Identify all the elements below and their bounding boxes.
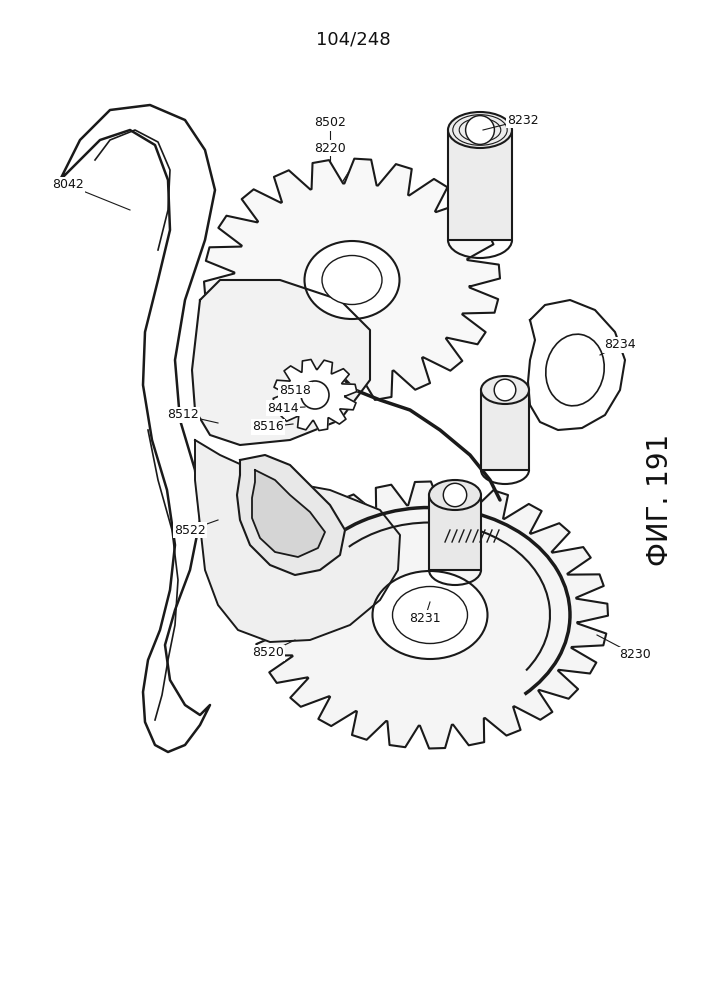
Polygon shape (204, 159, 500, 401)
Ellipse shape (481, 376, 529, 404)
Text: 8502: 8502 (314, 116, 346, 129)
Polygon shape (273, 359, 357, 431)
Polygon shape (429, 495, 481, 570)
Text: 8414: 8414 (267, 401, 299, 414)
Ellipse shape (546, 334, 604, 406)
Text: 8518: 8518 (279, 383, 311, 396)
Text: 8231: 8231 (409, 611, 440, 624)
Text: 8220: 8220 (314, 141, 346, 154)
Polygon shape (481, 390, 529, 470)
Circle shape (301, 381, 329, 409)
Polygon shape (528, 300, 625, 430)
Text: 8230: 8230 (619, 648, 651, 662)
Text: 8512: 8512 (167, 408, 199, 422)
Text: 8234: 8234 (604, 338, 636, 352)
Circle shape (494, 379, 516, 401)
Text: 8516: 8516 (252, 420, 284, 434)
Polygon shape (192, 280, 370, 445)
Text: 8042: 8042 (52, 178, 84, 192)
Circle shape (466, 116, 494, 144)
Ellipse shape (392, 586, 467, 644)
Ellipse shape (448, 112, 512, 148)
Ellipse shape (305, 241, 399, 319)
Text: ФИГ. 191: ФИГ. 191 (646, 434, 674, 566)
Ellipse shape (373, 571, 488, 659)
Polygon shape (252, 482, 608, 748)
Text: 8522: 8522 (174, 524, 206, 536)
Circle shape (443, 483, 467, 507)
Polygon shape (195, 440, 400, 642)
Polygon shape (60, 105, 215, 752)
Text: 8232: 8232 (507, 113, 539, 126)
Polygon shape (252, 470, 325, 557)
Ellipse shape (429, 480, 481, 510)
Text: 104/248: 104/248 (316, 31, 391, 49)
Polygon shape (448, 130, 512, 240)
Text: 8520: 8520 (252, 647, 284, 660)
Ellipse shape (322, 255, 382, 304)
Polygon shape (237, 455, 345, 575)
